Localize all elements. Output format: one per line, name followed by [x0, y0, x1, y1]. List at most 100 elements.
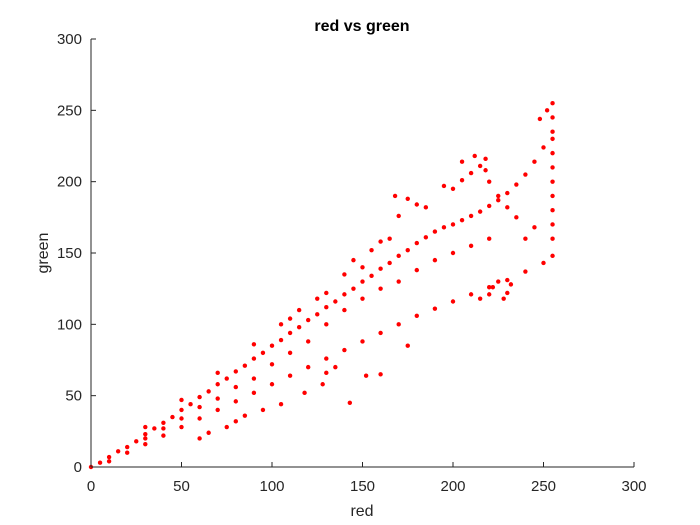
scatter-point	[396, 213, 401, 219]
scatter-point	[269, 343, 275, 348]
scatter-point	[197, 404, 202, 410]
scatter-point	[179, 397, 184, 403]
scatter-point	[468, 213, 474, 219]
scatter-point	[306, 339, 311, 344]
scatter-point	[508, 282, 514, 287]
scatter-point	[233, 399, 238, 404]
scatter-point	[550, 193, 555, 199]
scatter-point	[532, 159, 537, 164]
scatter-point	[387, 260, 392, 266]
scatter-point	[269, 362, 275, 367]
scatter-point	[206, 430, 211, 435]
scatter-point	[477, 163, 483, 169]
scatter-point	[242, 413, 248, 418]
scatter-point	[505, 277, 510, 283]
scatter-point	[351, 257, 356, 263]
scatter-point	[550, 129, 555, 134]
scatter-point	[143, 436, 148, 441]
x-tick-label: 200	[440, 478, 465, 495]
scatter-point	[541, 260, 546, 266]
scatter-point	[342, 272, 347, 277]
scatter-point	[215, 370, 220, 376]
scatter-point	[514, 215, 519, 220]
scatter-point	[392, 193, 398, 199]
scatter-point	[550, 165, 555, 170]
scatter-point	[468, 292, 474, 297]
scatter-point	[306, 364, 311, 370]
scatter-point	[450, 299, 456, 304]
scatter-point	[537, 116, 543, 122]
scatter-point	[233, 369, 238, 374]
scatter-point	[251, 376, 257, 381]
scatter-point	[233, 419, 238, 424]
y-tick-label: 150	[57, 245, 82, 262]
scatter-point	[432, 229, 438, 234]
scatter-point	[477, 296, 483, 301]
scatter-point	[161, 433, 166, 438]
y-tick-label: 100	[57, 316, 82, 333]
scatter-point	[302, 390, 307, 396]
chart-title: red vs green	[314, 18, 409, 35]
y-tick-label: 250	[57, 102, 82, 119]
scatter-point	[477, 209, 483, 214]
scatter-point	[324, 322, 329, 327]
y-tick-label: 200	[57, 174, 82, 191]
scatter-point	[369, 247, 374, 253]
scatter-point	[324, 290, 329, 296]
scatter-point	[320, 382, 325, 387]
scatter-point	[333, 364, 338, 370]
scatter-point	[143, 424, 148, 430]
y-tick-label: 300	[57, 31, 82, 48]
scatter-point	[179, 416, 184, 421]
scatter-point	[405, 196, 410, 201]
scatter-point	[441, 183, 447, 189]
scatter-point	[472, 153, 477, 159]
scatter-point	[432, 306, 438, 311]
scatter-point	[541, 145, 546, 150]
scatter-point	[269, 382, 275, 387]
scatter-point	[106, 459, 112, 464]
scatter-point	[387, 236, 392, 241]
scatter-point	[414, 267, 419, 273]
scatter-point	[487, 203, 492, 209]
scatter-point	[450, 186, 456, 191]
scatter-point	[342, 347, 347, 353]
scatter-point	[197, 416, 202, 421]
scatter-point	[396, 253, 401, 259]
scatter-point	[179, 424, 184, 430]
scatter-point	[423, 205, 429, 210]
scatter-point	[224, 424, 229, 430]
scatter-point	[197, 394, 202, 400]
scatter-point	[134, 439, 139, 444]
scatter-point	[487, 236, 492, 241]
y-ticks: 0 50 100 150 200 250 300	[57, 31, 96, 476]
scatter-point	[360, 279, 365, 284]
scatter-point	[505, 290, 510, 296]
scatter-point	[468, 170, 474, 176]
scatter-point	[550, 150, 555, 156]
x-tick-label: 0	[87, 478, 95, 495]
scatter-point	[360, 339, 365, 344]
scatter-point	[414, 313, 419, 318]
scatter-point	[324, 356, 329, 361]
scatter-point	[505, 205, 510, 210]
scatter-point	[161, 426, 166, 431]
scatter-point	[360, 296, 365, 301]
scatter-point	[496, 193, 501, 199]
x-tick-label: 150	[350, 478, 375, 495]
x-tick-label: 100	[259, 478, 284, 495]
scatter-point	[161, 420, 166, 425]
scatter-point	[251, 342, 257, 347]
scatter-point	[287, 350, 293, 356]
scatter-point	[369, 273, 374, 279]
scatter-point	[450, 250, 456, 256]
scatter-point	[315, 296, 320, 301]
y-tick-label: 0	[74, 459, 82, 476]
y-tick-label: 50	[65, 388, 82, 405]
scatter-point	[505, 190, 510, 196]
scatter-point	[532, 225, 537, 230]
scatter-point	[523, 236, 528, 241]
x-axis-label: red	[350, 503, 373, 520]
scatter-point	[251, 356, 257, 361]
scatter-point	[378, 239, 383, 244]
